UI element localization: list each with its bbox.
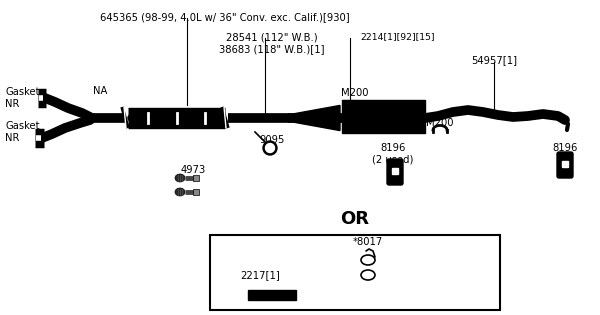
Circle shape (263, 141, 277, 155)
Text: Gasket
NR: Gasket NR (5, 121, 40, 143)
Ellipse shape (128, 112, 148, 123)
Text: *8017: *8017 (353, 237, 383, 247)
Bar (392, 168, 398, 174)
Text: 28541 (112" W.B.): 28541 (112" W.B.) (226, 32, 318, 42)
Text: Gasket
NR: Gasket NR (5, 87, 40, 109)
Ellipse shape (175, 188, 185, 196)
Polygon shape (290, 106, 340, 131)
Text: M200: M200 (426, 118, 454, 128)
Text: OR: OR (341, 210, 370, 228)
Text: 38683 (118" W.B.)[1]: 38683 (118" W.B.)[1] (219, 44, 325, 54)
Text: 9095: 9095 (259, 135, 284, 145)
Text: 54957[1]: 54957[1] (471, 55, 517, 65)
Text: 4973: 4973 (181, 165, 206, 175)
Circle shape (393, 162, 397, 166)
Text: 8196: 8196 (553, 143, 578, 153)
Text: 2214[1][92][15]: 2214[1][92][15] (360, 32, 434, 41)
Bar (248, 290, 296, 300)
Ellipse shape (179, 112, 199, 123)
Text: 645365 (98-99, 4.0L w/ 36" Conv. exc. Calif.)[930]: 645365 (98-99, 4.0L w/ 36" Conv. exc. Ca… (100, 12, 350, 22)
Circle shape (393, 178, 397, 182)
FancyBboxPatch shape (387, 159, 403, 185)
Ellipse shape (175, 174, 185, 182)
Bar (210, 235, 500, 310)
Ellipse shape (154, 112, 173, 123)
Text: M200: M200 (341, 88, 369, 98)
Bar (342, 100, 425, 133)
FancyBboxPatch shape (557, 152, 573, 178)
Text: NA: NA (93, 86, 107, 96)
Circle shape (563, 171, 567, 175)
Bar (562, 161, 568, 167)
Ellipse shape (205, 112, 225, 123)
Ellipse shape (361, 255, 375, 265)
Bar (193, 189, 199, 195)
Text: 8196
(2 used): 8196 (2 used) (373, 143, 413, 165)
Circle shape (265, 144, 275, 152)
Circle shape (563, 155, 567, 159)
Text: 2217[1]: 2217[1] (240, 270, 280, 280)
Bar (193, 175, 199, 181)
Ellipse shape (361, 270, 375, 280)
